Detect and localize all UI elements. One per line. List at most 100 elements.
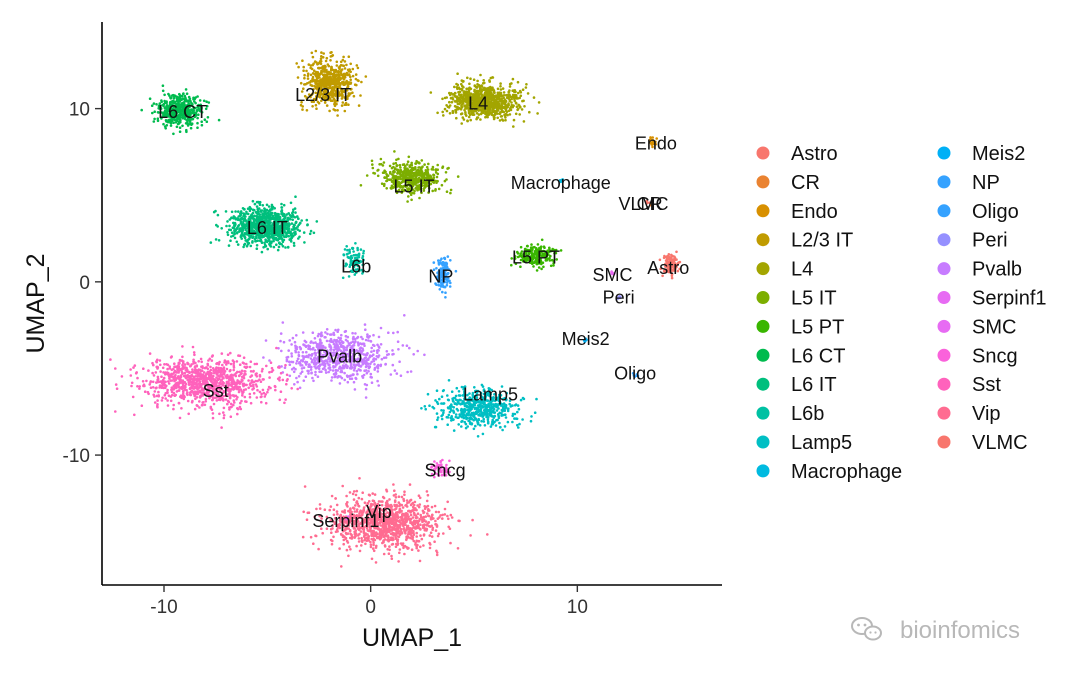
point	[181, 97, 185, 100]
point	[172, 95, 176, 98]
point	[294, 195, 297, 198]
point	[321, 96, 324, 99]
point	[513, 417, 516, 420]
point	[465, 417, 468, 421]
point	[356, 341, 360, 344]
point	[462, 86, 465, 89]
point	[290, 343, 293, 346]
point	[260, 250, 264, 254]
point	[521, 396, 525, 400]
point	[470, 411, 474, 415]
point	[396, 340, 400, 344]
point	[453, 85, 456, 89]
point	[397, 157, 400, 161]
point	[475, 116, 479, 119]
point	[450, 100, 454, 104]
point	[305, 350, 308, 354]
point	[312, 62, 315, 65]
point	[325, 95, 328, 98]
point	[504, 118, 507, 122]
point	[233, 223, 236, 227]
point	[390, 187, 393, 190]
point	[402, 163, 406, 166]
point	[344, 103, 348, 106]
point	[519, 398, 523, 402]
point	[283, 366, 287, 370]
point	[456, 100, 460, 103]
point	[460, 425, 463, 428]
point	[501, 107, 504, 110]
point	[444, 296, 447, 299]
point	[300, 90, 304, 93]
point	[236, 243, 240, 246]
point	[516, 108, 519, 112]
point	[448, 410, 452, 414]
point	[499, 82, 502, 85]
point	[417, 166, 420, 169]
point	[333, 93, 337, 96]
point	[436, 111, 439, 115]
point	[280, 365, 283, 368]
point	[670, 253, 673, 257]
point	[343, 371, 346, 375]
point	[306, 223, 309, 226]
point	[273, 211, 277, 215]
point	[515, 102, 518, 105]
point	[255, 205, 259, 208]
point	[372, 349, 376, 353]
point	[502, 407, 505, 410]
point	[530, 415, 533, 418]
point	[659, 267, 662, 271]
point	[243, 217, 247, 221]
point	[457, 423, 461, 426]
point	[489, 413, 493, 416]
point	[178, 126, 182, 129]
point	[671, 268, 674, 271]
point	[521, 418, 524, 421]
point	[343, 83, 346, 86]
point	[314, 49, 318, 53]
point	[303, 76, 306, 80]
point	[521, 99, 524, 103]
point	[316, 71, 320, 74]
point	[182, 92, 185, 96]
point	[311, 55, 315, 59]
point	[292, 215, 295, 218]
point	[243, 223, 247, 226]
point	[140, 108, 143, 112]
point	[449, 259, 452, 262]
point	[324, 88, 328, 92]
point	[348, 248, 351, 252]
point	[349, 88, 353, 91]
point	[488, 101, 492, 105]
point	[450, 405, 453, 408]
point	[307, 372, 310, 375]
point	[504, 99, 507, 103]
point	[654, 143, 657, 146]
point	[536, 243, 540, 246]
point	[651, 136, 654, 139]
point	[265, 203, 269, 207]
point	[491, 109, 494, 112]
point	[461, 80, 465, 83]
point	[516, 97, 520, 100]
point	[369, 372, 373, 376]
point	[345, 63, 348, 67]
point	[481, 414, 485, 418]
point	[189, 126, 193, 130]
point	[267, 239, 270, 242]
point	[425, 165, 429, 169]
point	[336, 96, 339, 100]
point	[310, 93, 314, 97]
point	[331, 75, 335, 78]
point	[500, 102, 504, 105]
point	[452, 409, 455, 413]
point	[511, 414, 514, 418]
point	[336, 85, 340, 89]
point	[267, 205, 271, 208]
point	[464, 112, 467, 116]
point	[295, 334, 298, 337]
point	[446, 255, 450, 258]
point	[314, 373, 317, 377]
point	[516, 410, 519, 414]
